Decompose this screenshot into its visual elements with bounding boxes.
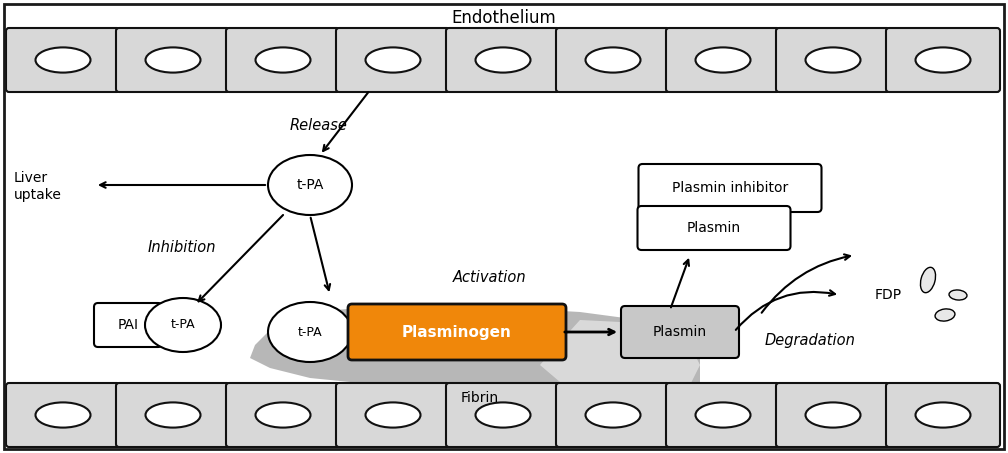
FancyBboxPatch shape: [886, 28, 1000, 92]
Text: Inhibition: Inhibition: [148, 241, 217, 255]
Ellipse shape: [366, 402, 420, 428]
Ellipse shape: [255, 48, 310, 72]
Text: Liver: Liver: [14, 171, 48, 185]
Text: PAI: PAI: [118, 318, 138, 332]
FancyBboxPatch shape: [886, 383, 1000, 447]
Polygon shape: [540, 320, 700, 393]
Text: Plasmin: Plasmin: [653, 325, 707, 339]
Ellipse shape: [476, 402, 530, 428]
FancyBboxPatch shape: [116, 383, 230, 447]
Polygon shape: [250, 305, 700, 398]
FancyBboxPatch shape: [336, 28, 450, 92]
Text: Plasmin: Plasmin: [686, 221, 741, 235]
Text: t-PA: t-PA: [297, 326, 323, 338]
Text: Endothelium: Endothelium: [452, 9, 556, 27]
Ellipse shape: [805, 48, 861, 72]
FancyBboxPatch shape: [446, 28, 560, 92]
FancyBboxPatch shape: [621, 306, 739, 358]
FancyBboxPatch shape: [666, 383, 780, 447]
Text: FDP: FDP: [875, 288, 902, 302]
Text: t-PA: t-PA: [296, 178, 324, 192]
Ellipse shape: [586, 48, 640, 72]
FancyBboxPatch shape: [776, 383, 890, 447]
Ellipse shape: [915, 402, 971, 428]
Ellipse shape: [920, 267, 935, 293]
Ellipse shape: [476, 48, 530, 72]
Text: uptake: uptake: [14, 188, 61, 202]
Ellipse shape: [145, 48, 201, 72]
Ellipse shape: [268, 302, 352, 362]
Ellipse shape: [805, 402, 861, 428]
FancyBboxPatch shape: [6, 28, 120, 92]
Ellipse shape: [696, 48, 751, 72]
FancyBboxPatch shape: [666, 28, 780, 92]
FancyBboxPatch shape: [226, 383, 340, 447]
Ellipse shape: [35, 402, 91, 428]
Text: Plasmin inhibitor: Plasmin inhibitor: [672, 181, 788, 195]
Text: Degradation: Degradation: [764, 333, 856, 347]
Ellipse shape: [35, 48, 91, 72]
FancyBboxPatch shape: [556, 383, 670, 447]
FancyBboxPatch shape: [556, 28, 670, 92]
Ellipse shape: [949, 290, 967, 300]
Ellipse shape: [696, 402, 751, 428]
Ellipse shape: [935, 309, 955, 321]
Ellipse shape: [586, 402, 640, 428]
FancyBboxPatch shape: [94, 303, 162, 347]
Text: Fibrin: Fibrin: [461, 391, 499, 405]
FancyBboxPatch shape: [6, 383, 120, 447]
Ellipse shape: [268, 155, 352, 215]
FancyBboxPatch shape: [637, 206, 790, 250]
FancyBboxPatch shape: [116, 28, 230, 92]
Text: Activation: Activation: [454, 270, 527, 285]
FancyBboxPatch shape: [348, 304, 566, 360]
FancyBboxPatch shape: [336, 383, 450, 447]
Ellipse shape: [366, 48, 420, 72]
Text: Release: Release: [290, 117, 348, 132]
FancyBboxPatch shape: [226, 28, 340, 92]
FancyBboxPatch shape: [446, 383, 560, 447]
Text: Plasminogen: Plasminogen: [402, 324, 512, 339]
Ellipse shape: [145, 298, 221, 352]
Ellipse shape: [145, 402, 201, 428]
FancyBboxPatch shape: [776, 28, 890, 92]
Ellipse shape: [915, 48, 971, 72]
FancyBboxPatch shape: [638, 164, 822, 212]
Ellipse shape: [255, 402, 310, 428]
Text: t-PA: t-PA: [170, 318, 196, 332]
